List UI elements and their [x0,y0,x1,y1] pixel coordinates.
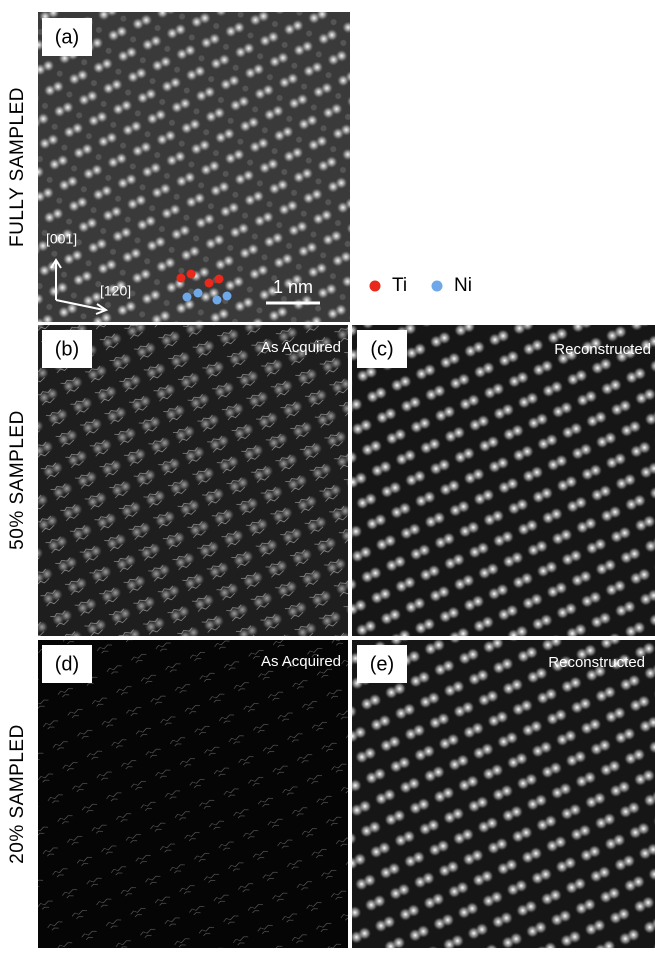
panel-label: (b) [55,338,79,360]
micrograph [352,640,655,948]
panel-b: (b) As Acquired [38,325,348,636]
axis-label: [001] [46,231,77,247]
atom-dot [205,279,214,288]
atom-dot [215,275,224,284]
panel-d: (d) As Acquired [38,640,348,948]
legend: Ti Ni [370,275,472,296]
panel-label: (e) [370,653,394,675]
legend-label: Ni [454,275,472,296]
caption: Reconstructed [548,654,645,671]
micrograph [352,325,655,636]
panel-e: (e) Reconstructed [352,640,655,948]
caption: Reconstructed [554,341,651,358]
atom-dot [187,270,196,279]
panel-a: (a) [001] [120] 1 nm [38,12,350,322]
row-label: 20% SAMPLED [7,724,28,864]
panel-label: (a) [55,26,79,48]
legend-dot [432,281,443,292]
figure: FULLY SAMPLED 50% SAMPLED 20% SAMPLED (a… [0,0,655,948]
legend-label: Ti [392,275,407,296]
panel-label: (c) [370,338,393,360]
caption: As Acquired [261,653,341,670]
micrograph [38,325,348,636]
row-label: 50% SAMPLED [7,410,28,550]
atom-dot [183,293,192,302]
legend-dot [370,281,381,292]
panel-c: (c) Reconstructed [352,325,655,636]
atom-dot [213,296,222,305]
scale-label: 1 nm [273,277,313,297]
row-labels: FULLY SAMPLED 50% SAMPLED 20% SAMPLED [7,87,28,864]
caption: As Acquired [261,339,341,356]
micrograph [38,640,348,948]
axis-label: [120] [100,283,131,299]
row-label: FULLY SAMPLED [7,87,28,247]
atom-dot [223,292,232,301]
atom-dot [194,289,203,298]
panel-label: (d) [55,653,79,675]
atom-dot [177,274,186,283]
